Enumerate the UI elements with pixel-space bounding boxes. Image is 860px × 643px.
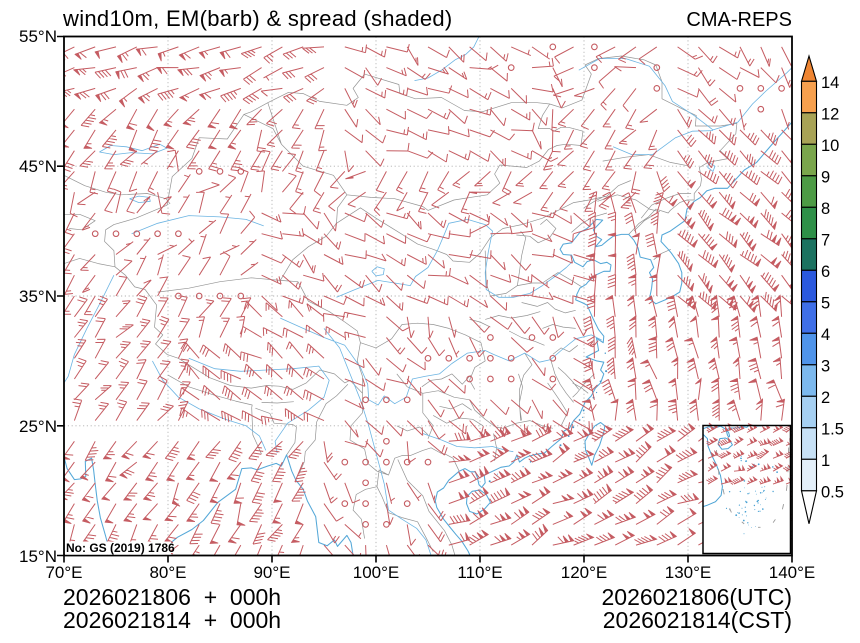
svg-text:6: 6	[821, 263, 830, 281]
svg-text:1: 1	[821, 452, 830, 470]
svg-text:10: 10	[821, 137, 839, 155]
svg-text:15°N: 15°N	[19, 547, 57, 566]
svg-text:80°E: 80°E	[149, 563, 186, 582]
svg-text:12: 12	[821, 105, 839, 123]
svg-text:1.5: 1.5	[821, 420, 844, 438]
svg-text:25°N: 25°N	[19, 417, 57, 436]
svg-text:110°E: 110°E	[457, 563, 502, 582]
svg-text:70°E: 70°E	[45, 563, 82, 582]
svg-text:2026021814 + 000h: 2026021814 + 000h	[63, 607, 281, 633]
svg-text:4: 4	[821, 326, 830, 344]
svg-text:120°E: 120°E	[561, 563, 608, 582]
svg-text:140°E: 140°E	[769, 563, 816, 582]
svg-text:100°E: 100°E	[353, 563, 400, 582]
svg-text:90°E: 90°E	[253, 563, 290, 582]
svg-text:2: 2	[821, 389, 830, 407]
svg-text:2026021806 + 000h: 2026021806 + 000h	[63, 584, 281, 610]
svg-text:9: 9	[821, 168, 830, 186]
svg-text:5: 5	[821, 294, 830, 312]
svg-text:2026021806(UTC): 2026021806(UTC)	[601, 584, 792, 610]
svg-text:35°N: 35°N	[19, 287, 57, 306]
svg-text:130°E: 130°E	[665, 563, 712, 582]
svg-text:8: 8	[821, 200, 830, 218]
svg-text:45°N: 45°N	[19, 157, 57, 176]
svg-text:2026021814(CST): 2026021814(CST)	[603, 607, 792, 633]
svg-text:No: GS (2019) 1786: No: GS (2019) 1786	[66, 541, 175, 555]
svg-text:3: 3	[821, 357, 830, 375]
svg-text:0.5: 0.5	[821, 483, 844, 501]
svg-text:wind10m, EM(barb) & spread (sh: wind10m, EM(barb) & spread (shaded)	[62, 6, 453, 31]
svg-text:CMA-REPS: CMA-REPS	[686, 9, 792, 31]
svg-text:55°N: 55°N	[19, 27, 57, 46]
svg-text:7: 7	[821, 231, 830, 249]
svg-text:14: 14	[821, 74, 839, 92]
